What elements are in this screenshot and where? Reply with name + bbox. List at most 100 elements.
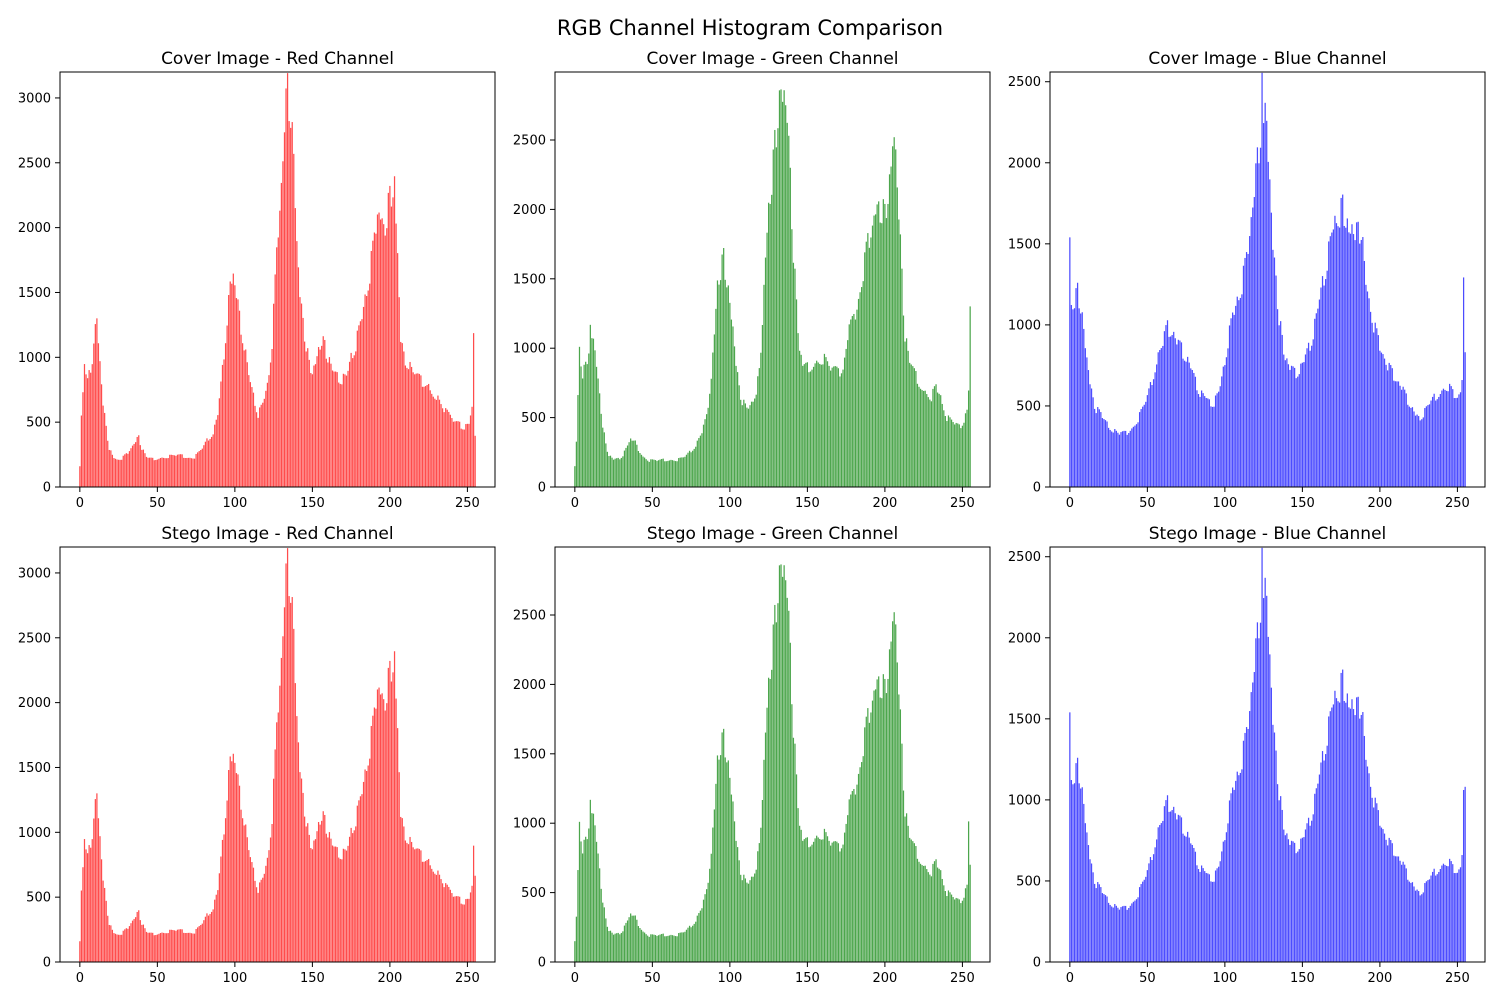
bar-bin-184 <box>364 294 366 487</box>
bar-bin-22 <box>608 931 610 962</box>
bar-bin-130 <box>280 657 282 962</box>
y-tick-label: 1000 <box>513 342 546 357</box>
bar-bin-247 <box>1452 864 1454 962</box>
bar-bin-114 <box>255 887 258 962</box>
bar-bin-18 <box>107 440 109 487</box>
bar-bin-155 <box>319 349 321 487</box>
bar-bin-182 <box>361 319 363 487</box>
bar-bin-17 <box>1095 888 1097 962</box>
bar-bin-155 <box>319 824 321 962</box>
bar-bin-165 <box>830 845 832 962</box>
bar-bin-50 <box>651 934 653 962</box>
bar-bin-105 <box>1232 787 1234 962</box>
bar-bin-70 <box>187 457 189 487</box>
bar-bin-197 <box>1374 322 1376 487</box>
bar-bin-57 <box>167 933 169 962</box>
bar-bin-36 <box>135 917 137 962</box>
bar-bin-40 <box>636 444 638 487</box>
bar-bin-212 <box>902 315 905 487</box>
bar-bin-145 <box>1294 367 1296 487</box>
bar-bin-33 <box>1120 907 1122 962</box>
bar-bin-173 <box>1337 701 1339 962</box>
bar-bin-47 <box>1142 881 1144 962</box>
bar-bin-153 <box>1306 348 1308 487</box>
bar-bin-89 <box>712 352 714 487</box>
bar-bin-171 <box>839 376 841 487</box>
bar-bin-82 <box>206 913 208 962</box>
bar-bin-53 <box>1151 860 1153 962</box>
x-tick-label: 150 <box>1290 496 1315 511</box>
bar-bin-54 <box>162 457 165 487</box>
bar-bin-227 <box>926 869 928 962</box>
bar-bin-19 <box>1098 409 1100 487</box>
bar-bin-233 <box>440 879 442 962</box>
subplot-title: Stego Image - Red Channel <box>161 524 393 544</box>
y-tick-label: 2500 <box>1008 550 1041 565</box>
bar-bin-165 <box>1325 279 1327 487</box>
bar-bin-216 <box>909 362 911 487</box>
bar-bin-248 <box>463 429 465 487</box>
bar-bin-5 <box>86 378 89 487</box>
bar-bin-120 <box>1255 638 1257 962</box>
bar-bin-177 <box>1343 700 1345 962</box>
bar-bin-158 <box>819 363 821 487</box>
bar-bin-59 <box>1160 348 1162 487</box>
bar-bin-159 <box>325 358 327 487</box>
bar-bin-240 <box>1441 390 1443 487</box>
bar-bin-55 <box>1154 372 1156 487</box>
bar-bin-76 <box>692 450 694 487</box>
bar-bin-172 <box>840 848 843 962</box>
bar-bin-86 <box>707 882 709 962</box>
bar-bin-74 <box>1183 835 1186 962</box>
bar-bin-148 <box>803 839 805 962</box>
bar-bin-74 <box>1183 360 1186 487</box>
bar-bin-56 <box>661 458 663 487</box>
y-tick-label: 2500 <box>18 156 51 171</box>
bar-bin-64 <box>1168 811 1170 962</box>
bar-bin-76 <box>197 927 199 962</box>
x-tick-label: 150 <box>300 971 325 986</box>
bar-bin-32 <box>623 925 626 962</box>
bar-bin-195 <box>876 679 878 962</box>
bar-bin-116 <box>754 873 756 962</box>
bar-bin-223 <box>1414 890 1417 962</box>
bar-bin-93 <box>223 834 225 962</box>
bar-bin-148 <box>803 364 805 487</box>
bar-bin-197 <box>879 697 881 962</box>
bar-bin-24 <box>116 934 118 962</box>
bar-bin-85 <box>210 436 213 487</box>
x-tick-label: 200 <box>1367 496 1392 511</box>
bar-bin-91 <box>220 381 222 487</box>
bar-bin-255 <box>1464 786 1466 962</box>
bar-bin-146 <box>800 829 802 962</box>
bar-bin-136 <box>290 127 292 488</box>
bar-bin-111 <box>1241 769 1243 962</box>
bar-bin-237 <box>941 403 943 487</box>
bar-bin-9 <box>1083 803 1085 962</box>
bar-bin-108 <box>1236 296 1238 487</box>
bar-bin-30 <box>1115 905 1117 962</box>
y-tick-label: 0 <box>538 956 546 971</box>
bar-bin-113 <box>254 405 256 487</box>
bar-bin-10 <box>589 799 591 962</box>
bar-bin-164 <box>1323 285 1325 487</box>
bar-bin-222 <box>1413 886 1415 962</box>
bar-bin-156 <box>1311 820 1313 962</box>
bar-bin-191 <box>1365 759 1367 962</box>
bar-bin-101 <box>730 794 733 962</box>
x-tick-label: 200 <box>872 971 897 986</box>
bar-bin-34 <box>1121 431 1124 487</box>
bar-bin-132 <box>778 90 781 487</box>
bar-bin-87 <box>214 899 216 962</box>
bar-bin-199 <box>882 199 884 488</box>
bar-bin-31 <box>1117 907 1119 962</box>
bar-bin-220 <box>915 371 917 487</box>
histogram-bars <box>574 564 971 962</box>
bar-bin-133 <box>780 89 782 487</box>
bar-bin-179 <box>1346 218 1348 487</box>
bar-bin-133 <box>285 563 287 962</box>
bar-bin-118 <box>262 877 264 962</box>
bar-bin-103 <box>1228 325 1231 487</box>
bar-bin-27 <box>1111 906 1113 962</box>
